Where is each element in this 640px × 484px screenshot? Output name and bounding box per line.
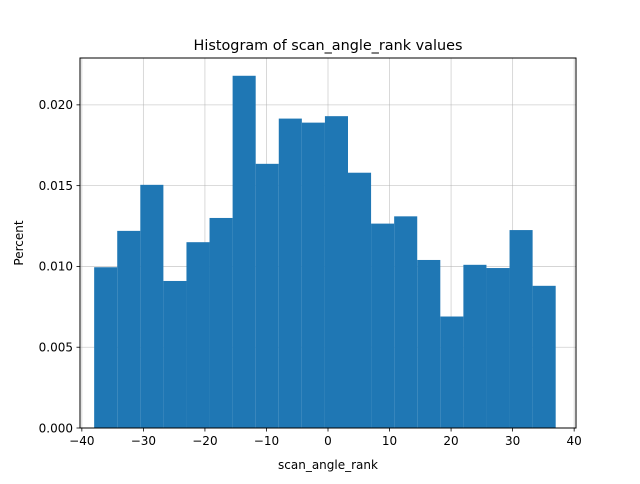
y-tick-label: 0.010 [39,260,73,274]
y-tick-label: 0.020 [39,98,73,112]
histogram-bar [486,268,510,428]
histogram-bar [417,259,441,428]
histogram-bar [440,316,464,428]
histogram-bar [117,230,141,428]
histogram-bar [324,116,348,428]
x-tick-label: 20 [443,434,458,448]
histogram-bar [394,216,418,428]
x-tick-label: 30 [505,434,520,448]
x-axis-ticks: −40 −30 −20 −10 0 10 20 30 40 [69,428,582,448]
x-tick-label: −40 [69,434,94,448]
histogram-bar [532,285,556,428]
histogram-bar [94,267,118,428]
x-tick-label: 10 [382,434,397,448]
y-tick-label: 0.015 [39,179,73,193]
histogram-bar [348,172,372,428]
histogram-bar [186,242,210,428]
histogram-bars [94,75,556,429]
chart-title: Histogram of scan_angle_rank values [194,38,463,54]
histogram-bar [163,280,187,428]
histogram-bar [209,217,233,428]
histogram-bar [140,184,164,428]
y-tick-label: 0.000 [39,421,73,435]
x-tick-label: −30 [131,434,156,448]
x-tick-label: −10 [254,434,279,448]
histogram-bar [301,122,325,429]
histogram-bar [255,163,279,428]
y-axis-label: Percent [12,220,26,265]
x-tick-label: 0 [324,434,332,448]
histogram-bar [278,118,302,428]
histogram-bar [463,264,487,428]
histogram-bar [509,230,533,428]
histogram-bar [371,223,395,428]
x-tick-label: −20 [192,434,217,448]
x-axis-label: scan_angle_rank [278,458,378,472]
x-tick-label: 40 [567,434,582,448]
histogram-bar [232,75,256,429]
y-tick-label: 0.005 [39,341,73,355]
y-axis-ticks: 0.000 0.005 0.010 0.015 0.020 [39,98,80,435]
